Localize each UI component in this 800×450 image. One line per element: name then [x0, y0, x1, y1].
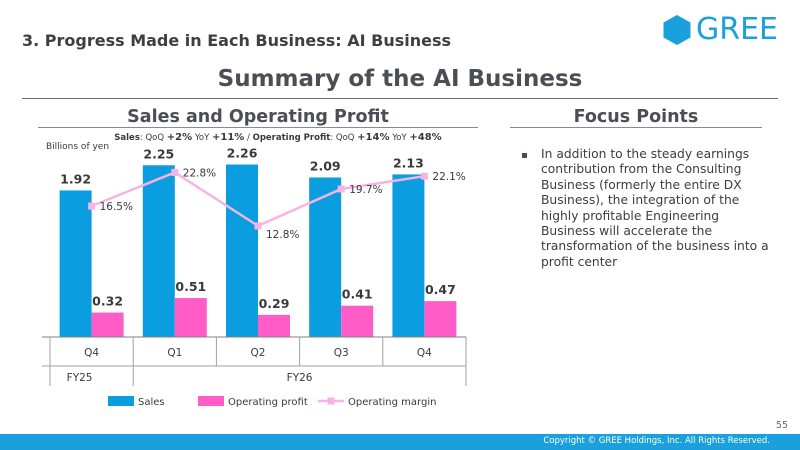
operating-margin-label: 22.8%: [183, 167, 216, 179]
x-tick-label: Q1: [167, 347, 182, 359]
sales-value-label: 2.25: [143, 146, 174, 161]
growth-qoq-label: QoQ: [145, 133, 165, 143]
chart-panel-divider: [38, 127, 478, 128]
operating-margin-marker: [171, 168, 179, 176]
growth-sales-qoq: +2%: [166, 132, 193, 143]
sales-value-label: 1.92: [60, 171, 91, 186]
sales-bar: [309, 177, 342, 337]
page-title: Summary of the AI Business: [217, 66, 583, 92]
legend-operating-profit-swatch: [198, 396, 224, 406]
logo-text: GREE: [696, 12, 779, 47]
operating-profit-bar: [258, 314, 290, 337]
sales-value-label: 2.09: [310, 158, 341, 173]
focus-point-item: In addition to the steady earnings contr…: [522, 147, 770, 270]
growth-op-label: Operating Profit: [252, 133, 331, 143]
operating-margin-marker: [337, 185, 345, 193]
sales-bar: [142, 165, 175, 337]
sales-bar: [59, 190, 92, 337]
operating-profit-bar: [91, 312, 124, 337]
fiscal-year-label: FY26: [287, 372, 313, 384]
operating-profit-value-label: 0.32: [92, 294, 123, 309]
copyright-text: Copyright © GREE Holdings, Inc. All Righ…: [543, 436, 770, 446]
legend-operating-profit-label: Operating profit: [228, 397, 308, 408]
square-bullet-icon: [522, 153, 527, 158]
operating-profit-value-label: 0.51: [175, 279, 206, 294]
legend-sales-label: Sales: [138, 397, 165, 408]
focus-point-text: In addition to the steady earnings contr…: [541, 147, 769, 269]
page-number: 55: [775, 420, 788, 431]
sales-value-label: 2.26: [227, 146, 258, 161]
operating-profit-bar: [174, 298, 207, 337]
growth-summary: Sales: QoQ +2% YoY +11% / Operating Prof…: [114, 132, 442, 143]
operating-margin-marker: [88, 202, 96, 210]
section-title: 3. Progress Made in Each Business: AI Bu…: [22, 31, 452, 50]
x-tick-label: Q4: [84, 347, 99, 359]
gree-logo: GREE: [662, 14, 778, 46]
x-tick-label: Q4: [417, 347, 432, 359]
growth-sales-label: Sales: [114, 133, 140, 143]
x-tick-label: Q3: [334, 347, 349, 359]
operating-margin-label: 19.7%: [349, 184, 382, 196]
operating-margin-label: 22.1%: [432, 171, 465, 183]
legend-operating-margin-marker: [327, 397, 335, 405]
chart-panel-title: Sales and Operating Profit: [127, 107, 389, 127]
growth-yoy-label: YoY: [194, 133, 210, 143]
operating-profit-value-label: 0.29: [259, 296, 290, 311]
fiscal-year-label: FY25: [67, 372, 93, 384]
hexagon-logo-icon: [663, 15, 691, 45]
growth-separator: /: [244, 133, 253, 143]
operating-margin-marker: [254, 222, 262, 230]
sales-value-label: 2.13: [393, 155, 424, 170]
sales-bar: [226, 164, 258, 337]
sales-bar: [392, 174, 425, 337]
x-tick-label: Q2: [251, 347, 266, 359]
growth-op-yoy: +48%: [409, 132, 442, 143]
title-divider: [22, 98, 778, 99]
legend-operating-margin-label: Operating margin: [348, 397, 436, 408]
operating-profit-bar: [424, 301, 457, 337]
operating-profit-value-label: 0.47: [425, 282, 456, 297]
operating-margin-marker: [420, 172, 428, 180]
focus-panel-divider: [510, 127, 762, 128]
operating-profit-value-label: 0.41: [342, 287, 373, 302]
growth-op-qoq: +14%: [357, 132, 390, 143]
growth-sales-yoy: +11%: [212, 132, 245, 143]
focus-panel-title: Focus Points: [573, 107, 699, 127]
footer-bar: Copyright © GREE Holdings, Inc. All Righ…: [0, 434, 800, 450]
legend-sales-swatch: [108, 396, 134, 406]
operating-margin-label: 16.5%: [100, 201, 133, 213]
unit-label: Billions of yen: [46, 142, 110, 152]
operating-profit-bar: [341, 305, 374, 337]
operating-margin-label: 12.8%: [266, 229, 299, 241]
